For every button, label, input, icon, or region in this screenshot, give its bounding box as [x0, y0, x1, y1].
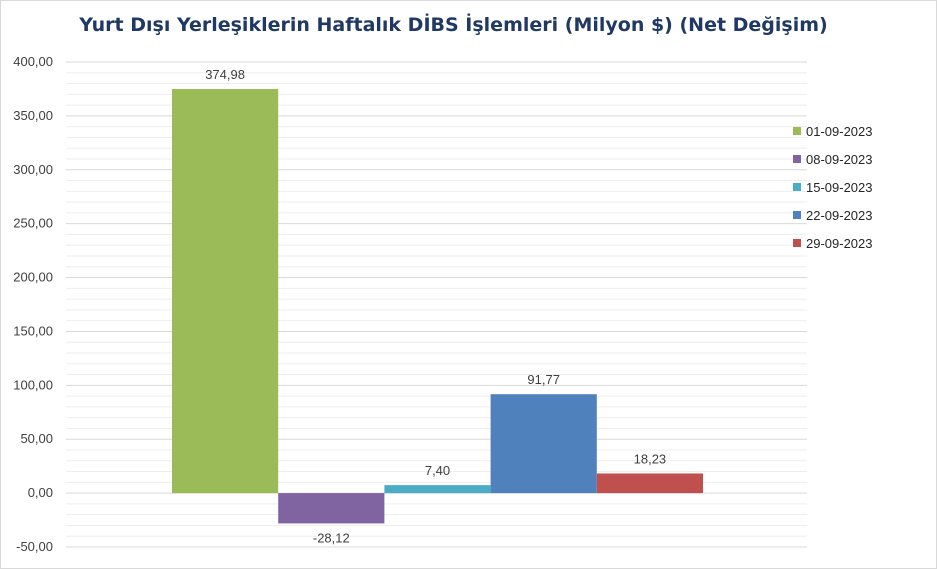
bars [172, 88, 703, 524]
legend-item: 08-09-2023 [793, 145, 873, 173]
bar-22-09-2023 [490, 394, 597, 494]
legend-label: 15-09-2023 [806, 179, 873, 195]
y-tick-label: 100,00 [13, 377, 53, 392]
data-label: 91,77 [527, 372, 560, 387]
bar-29-09-2023 [596, 473, 703, 494]
y-tick-label: 200,00 [13, 270, 53, 285]
data-labels: 374,98 -28,12 7,40 91,77 18,23 [205, 67, 666, 545]
legend-swatch [793, 127, 801, 135]
y-tick-label: 0,00 [28, 485, 53, 500]
y-tick-label: -50,00 [16, 539, 53, 554]
legend-label: 08-09-2023 [806, 151, 873, 167]
legend-label: 29-09-2023 [806, 235, 873, 251]
legend: 01-09-2023 08-09-2023 15-09-2023 22-09-2023… [793, 117, 873, 257]
y-tick-label: 50,00 [20, 431, 53, 446]
bar-01-09-2023 [172, 88, 279, 494]
y-tick-label: 250,00 [13, 216, 53, 231]
legend-label: 22-09-2023 [806, 207, 873, 223]
chart-title: Yurt Dışı Yerleşiklerin Haftalık DİBS İş… [79, 14, 828, 36]
data-label: -28,12 [313, 530, 350, 545]
data-label: 374,98 [205, 67, 245, 82]
legend-swatch [793, 183, 801, 191]
y-tick-label: 300,00 [13, 162, 53, 177]
bar-08-09-2023 [278, 493, 385, 524]
y-tick-label: 150,00 [13, 323, 53, 338]
data-label: 7,40 [425, 463, 450, 478]
legend-swatch [793, 239, 801, 247]
legend-item: 01-09-2023 [793, 117, 873, 145]
legend-item: 15-09-2023 [793, 173, 873, 201]
legend-item: 22-09-2023 [793, 201, 873, 229]
legend-item: 29-09-2023 [793, 229, 873, 257]
y-tick-label: 350,00 [13, 108, 53, 123]
legend-swatch [793, 155, 801, 163]
data-label: 18,23 [634, 451, 667, 466]
y-tick-labels: 400,00 350,00 300,00 250,00 200,00 150,00 100,… [13, 54, 53, 554]
bar-15-09-2023 [384, 485, 491, 494]
legend-swatch [793, 211, 801, 219]
y-tick-label: 400,00 [13, 54, 53, 69]
legend-label: 01-09-2023 [806, 123, 873, 139]
